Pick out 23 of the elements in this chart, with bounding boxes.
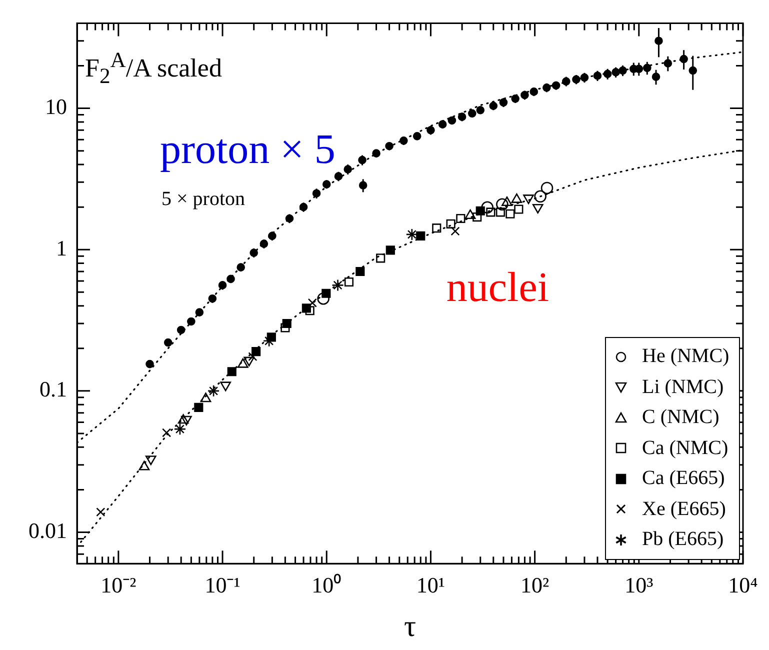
annotation: nuclei xyxy=(446,264,550,312)
legend-label: Xe (E665) xyxy=(642,498,726,521)
legend-label: Ca (E665) xyxy=(642,467,725,490)
x-tick-label: 10³ xyxy=(624,572,654,598)
x-tick-label: 10⁻² xyxy=(100,572,137,598)
x-tick-label: 10⁰ xyxy=(312,572,342,598)
x-tick-label: 10⁻¹ xyxy=(204,572,240,598)
annotation: F$_{2}$$^{A}$/A scaled xyxy=(84,48,222,88)
legend-label: Pb (E665) xyxy=(642,528,724,552)
y-tick-label: 0.01 xyxy=(28,518,67,544)
x-axis-title: τ xyxy=(404,610,416,643)
legend-label: Ca (NMC) xyxy=(642,436,728,460)
x-tick-label: 10¹ xyxy=(416,572,446,598)
y-tick-label: 10 xyxy=(45,94,67,120)
x-tick-label: 10² xyxy=(520,572,550,598)
legend-label: He (NMC) xyxy=(642,345,730,368)
annotation: 5 × proton xyxy=(162,188,246,212)
legend-label: C (NMC) xyxy=(642,406,720,430)
legend-label: Li (NMC) xyxy=(642,376,724,399)
x-tick-label: 10⁴ xyxy=(728,572,758,598)
y-tick-label: 0.1 xyxy=(40,376,67,402)
y-tick-label: 1 xyxy=(56,235,67,260)
annotation: proton × 5 xyxy=(160,126,336,174)
